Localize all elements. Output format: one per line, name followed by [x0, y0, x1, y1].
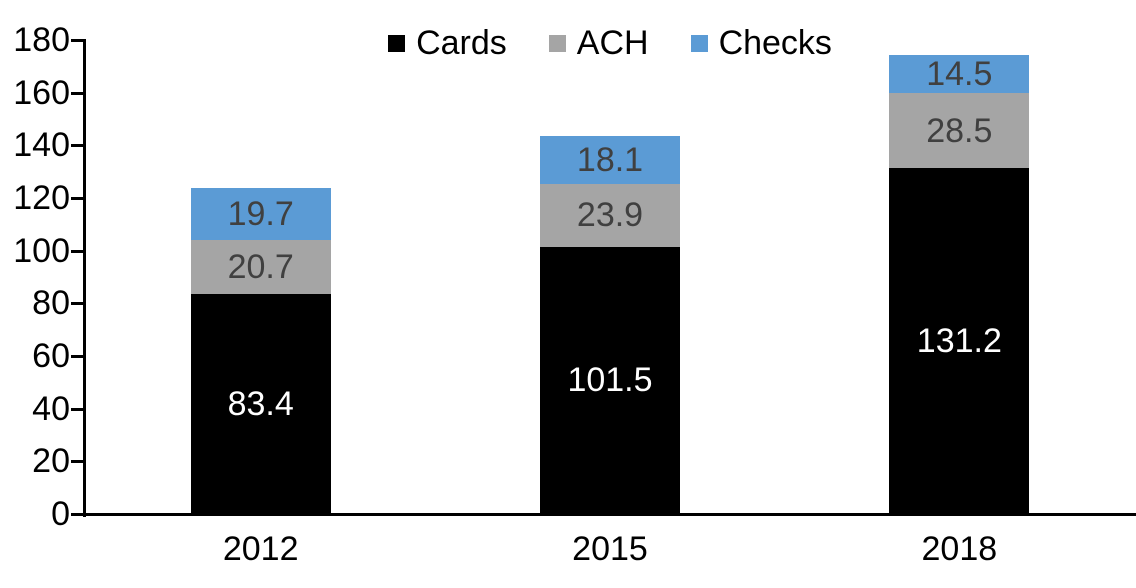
bar-segment-cards-2018: 131.2 [889, 168, 1030, 514]
y-axis-tick [71, 144, 83, 148]
y-axis-tick-label: 60 [32, 337, 70, 375]
x-axis-category-label: 2012 [222, 530, 299, 568]
bar-value-label: 101.5 [567, 361, 653, 400]
bar-value-label: 83.4 [227, 385, 294, 424]
y-axis-tick-label: 100 [13, 231, 70, 270]
legend-item-ach: ACH [548, 24, 649, 62]
legend-item-cards: Cards [388, 26, 507, 60]
y-axis-tick-label: 180 [13, 21, 70, 59]
y-axis-tick-label: 20 [32, 442, 70, 481]
y-axis-tick [71, 91, 83, 95]
y-axis-line [83, 39, 86, 517]
bar-segment-checks-2015: 18.1 [540, 136, 680, 184]
bar-value-label: 131.2 [916, 322, 1002, 361]
y-axis-tick [71, 355, 83, 358]
x-axis-category-label: 2015 [572, 530, 648, 568]
y-axis-tick-label: 80 [32, 284, 70, 323]
bar-value-label: 28.5 [926, 111, 993, 150]
checks-swatch-icon [690, 34, 708, 52]
legend-label-cards: Cards [416, 24, 507, 62]
bar-value-label: 19.7 [227, 194, 294, 233]
y-axis-tick [71, 302, 83, 306]
bar-2015: 18.1 23.9 101.5 [540, 136, 680, 514]
bar-value-label: 20.7 [227, 248, 294, 287]
y-axis-tick [71, 460, 83, 464]
legend-label-checks: Checks [718, 24, 832, 62]
y-axis-tick-label: 40 [32, 389, 70, 428]
bar-2012: 19.7 20.7 83.4 [190, 187, 331, 514]
ach-swatch-icon [548, 34, 566, 52]
bar-2018: 14.5 28.5 131.2 [889, 55, 1030, 514]
y-axis-tick-label: 120 [13, 179, 70, 217]
y-axis-tick [71, 249, 83, 253]
y-axis-tick-label: 140 [13, 126, 70, 165]
y-axis-tick-label: 160 [13, 73, 70, 112]
y-axis-tick [71, 39, 83, 42]
bar-segment-checks-2018: 14.5 [889, 55, 1030, 94]
y-axis-tick [71, 513, 83, 516]
legend-item-checks: Checks [690, 24, 832, 62]
x-axis-line [72, 513, 1136, 516]
chart-legend: Cards ACH Checks [86, 26, 1134, 60]
y-axis-tick [71, 407, 83, 411]
bar-value-label: 18.1 [576, 140, 644, 179]
bar-segment-cards-2015: 101.5 [540, 246, 680, 514]
bar-segment-ach-2012: 20.7 [190, 239, 331, 295]
y-axis-tick [71, 197, 83, 200]
bar-value-label: 23.9 [576, 196, 644, 235]
cards-swatch-icon [388, 34, 406, 52]
legend-label-ach: ACH [576, 24, 649, 62]
bar-segment-ach-2015: 23.9 [540, 183, 680, 247]
bar-segment-ach-2018: 28.5 [889, 93, 1030, 169]
bar-value-label: 14.5 [926, 55, 993, 94]
bar-segment-cards-2012: 83.4 [190, 294, 331, 514]
bar-segment-checks-2012: 19.7 [190, 187, 331, 240]
x-axis-category-label: 2018 [921, 530, 998, 568]
y-axis-tick-label: 0 [51, 495, 70, 533]
